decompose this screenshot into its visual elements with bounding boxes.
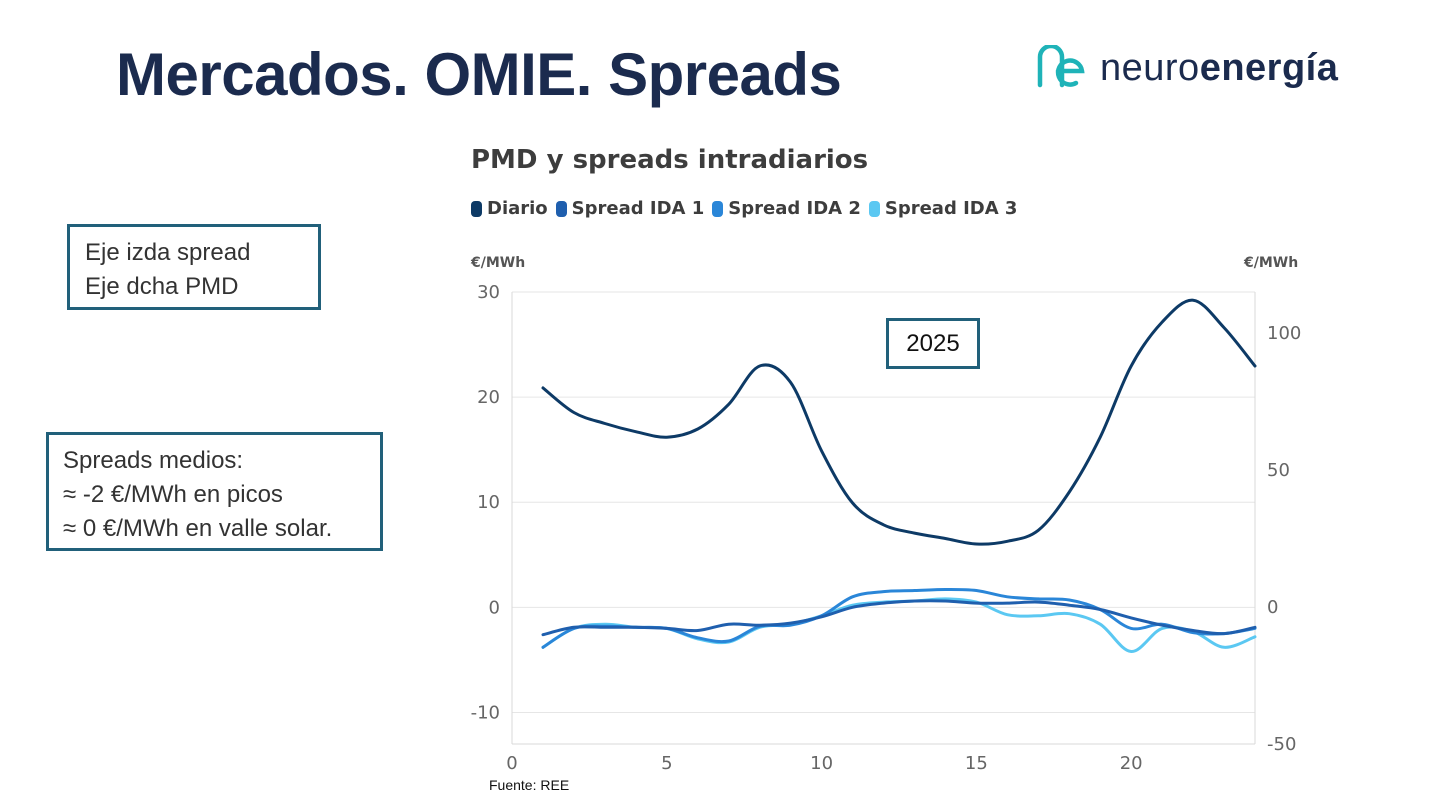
- y-left-tick-label: 30: [477, 282, 500, 303]
- legend-item-ida2: Spread IDA 2: [712, 198, 861, 219]
- note-line: Eje izda spread: [85, 239, 251, 266]
- x-tick-label: 15: [965, 753, 988, 774]
- legend-swatch: [471, 200, 482, 217]
- x-tick-label: 10: [810, 753, 833, 774]
- x-tick-label: 0: [506, 753, 517, 774]
- legend-swatch: [712, 200, 724, 217]
- y-left-tick-label: -10: [471, 702, 500, 723]
- brand-logo: neuroenergía: [1036, 44, 1338, 92]
- legend-label: Diario: [487, 198, 548, 219]
- legend-swatch: [555, 200, 567, 217]
- series-line-spread-ida-1: [541, 599, 1257, 637]
- x-tick-label: 20: [1120, 753, 1143, 774]
- y-right-tick-label: 50: [1267, 460, 1290, 481]
- chart-title: PMD y spreads intradiarios: [471, 145, 869, 175]
- note-line: ≈ -2 €/MWh en picos: [63, 481, 283, 508]
- y-right-tick-label: -50: [1267, 734, 1296, 755]
- y-left-tick-label: 20: [477, 387, 500, 408]
- y-left-tick-label: 10: [477, 492, 500, 513]
- source-note: Fuente: REE: [489, 777, 570, 793]
- chart-legend: Diario Spread IDA 1 Spread IDA 2 Spread …: [471, 198, 1025, 219]
- legend-label: Spread IDA 1: [571, 198, 705, 219]
- x-tick-label: 5: [661, 753, 672, 774]
- logo-text-bold: energía: [1199, 46, 1339, 89]
- ne-logo-icon: [1037, 45, 1085, 88]
- y-left-tick-label: 0: [489, 597, 500, 618]
- legend-item-ida1: Spread IDA 1: [555, 198, 705, 219]
- note-line: Spreads medios:: [63, 447, 244, 474]
- legend-label: Spread IDA 3: [884, 198, 1018, 219]
- spreads-note-box: Spreads medios: ≈ -2 €/MWh en picos ≈ 0 …: [46, 432, 383, 551]
- axis-note-box: Eje izda spread Eje dcha PMD: [67, 224, 321, 310]
- logo-text-light: neuro: [1100, 46, 1200, 89]
- logo-text: neuroenergía: [1100, 47, 1338, 90]
- page-title: Mercados. OMIE. Spreads: [116, 41, 842, 108]
- y-right-tick-label: 0: [1267, 597, 1278, 618]
- series-line-diario: [541, 298, 1257, 546]
- legend-item-ida3: Spread IDA 3: [868, 198, 1018, 219]
- note-line: ≈ 0 €/MWh en valle solar.: [63, 515, 333, 542]
- y-right-tick-label: 100: [1267, 323, 1301, 344]
- legend-label: Spread IDA 2: [728, 198, 861, 219]
- legend-swatch: [868, 200, 880, 217]
- year-label-box: 2025: [886, 318, 980, 369]
- note-line: Eje dcha PMD: [85, 273, 239, 300]
- right-axis-unit: €/MWh: [1244, 255, 1299, 271]
- left-axis-unit: €/MWh: [471, 255, 526, 271]
- legend-item-diario: Diario: [471, 198, 548, 219]
